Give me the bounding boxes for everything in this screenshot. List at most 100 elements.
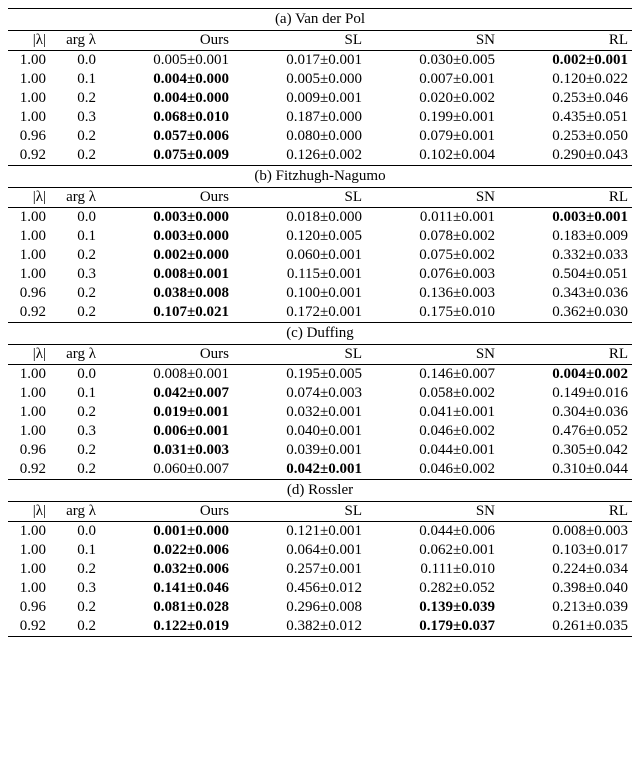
val-ours: 0.031±0.003	[100, 441, 233, 460]
table-row: 1.000.30.141±0.0460.456±0.0120.282±0.052…	[8, 579, 632, 598]
abs-lambda: 1.00	[8, 541, 50, 560]
col-header: SN	[366, 502, 499, 521]
val-ours: 0.042±0.007	[100, 384, 233, 403]
val-ours: 0.002±0.000	[100, 246, 233, 265]
arg-lambda: 0.2	[50, 617, 100, 636]
val-ours: 0.075±0.009	[100, 146, 233, 165]
panel-title: (b) Fitzhugh-Nagumo	[8, 166, 632, 187]
arg-lambda: 0.0	[50, 208, 100, 227]
val-sn: 0.044±0.001	[366, 441, 499, 460]
val-sn: 0.062±0.001	[366, 541, 499, 560]
header-row: |λ|arg λOursSLSNRL	[8, 188, 632, 207]
val-sl: 0.018±0.000	[233, 208, 366, 227]
arg-lambda: 0.2	[50, 403, 100, 422]
val-sl: 0.009±0.001	[233, 89, 366, 108]
panel-table: |λ|arg λOursSLSNRL	[8, 31, 632, 50]
col-header: SL	[233, 345, 366, 364]
abs-lambda: 0.96	[8, 127, 50, 146]
val-ours: 0.019±0.001	[100, 403, 233, 422]
table-row: 0.960.20.057±0.0060.080±0.0000.079±0.001…	[8, 127, 632, 146]
results-table: (a) Van der Pol|λ|arg λOursSLSNRL1.000.0…	[8, 8, 632, 637]
col-header: Ours	[100, 188, 233, 207]
val-rl: 0.362±0.030	[499, 303, 632, 322]
table-row: 0.920.20.122±0.0190.382±0.0120.179±0.037…	[8, 617, 632, 636]
abs-lambda: 1.00	[8, 265, 50, 284]
val-rl: 0.332±0.033	[499, 246, 632, 265]
val-ours: 0.003±0.000	[100, 208, 233, 227]
val-sl: 0.039±0.001	[233, 441, 366, 460]
panel-title: (a) Van der Pol	[8, 9, 632, 30]
val-sn: 0.139±0.039	[366, 598, 499, 617]
val-ours: 0.060±0.007	[100, 460, 233, 479]
val-ours: 0.022±0.006	[100, 541, 233, 560]
val-sl: 0.064±0.001	[233, 541, 366, 560]
abs-lambda: 1.00	[8, 246, 50, 265]
val-rl: 0.183±0.009	[499, 227, 632, 246]
abs-lambda: 1.00	[8, 208, 50, 227]
val-sn: 0.075±0.002	[366, 246, 499, 265]
val-sl: 0.120±0.005	[233, 227, 366, 246]
val-sn: 0.030±0.005	[366, 51, 499, 70]
table-row: 0.920.20.060±0.0070.042±0.0010.046±0.002…	[8, 460, 632, 479]
col-header: SN	[366, 31, 499, 50]
val-ours: 0.107±0.021	[100, 303, 233, 322]
panel-body: 1.000.00.001±0.0000.121±0.0010.044±0.006…	[8, 522, 632, 636]
val-sn: 0.007±0.001	[366, 70, 499, 89]
val-rl: 0.343±0.036	[499, 284, 632, 303]
col-header: RL	[499, 188, 632, 207]
val-ours: 0.068±0.010	[100, 108, 233, 127]
table-row: 1.000.20.019±0.0010.032±0.0010.041±0.001…	[8, 403, 632, 422]
table-row: 1.000.00.001±0.0000.121±0.0010.044±0.006…	[8, 522, 632, 541]
val-rl: 0.435±0.051	[499, 108, 632, 127]
val-sl: 0.080±0.000	[233, 127, 366, 146]
val-ours: 0.008±0.001	[100, 365, 233, 384]
abs-lambda: 1.00	[8, 522, 50, 541]
table-row: 1.000.20.032±0.0060.257±0.0010.111±0.010…	[8, 560, 632, 579]
val-sl: 0.195±0.005	[233, 365, 366, 384]
col-header: RL	[499, 502, 632, 521]
val-sl: 0.456±0.012	[233, 579, 366, 598]
arg-lambda: 0.3	[50, 108, 100, 127]
val-sl: 0.382±0.012	[233, 617, 366, 636]
val-sl: 0.257±0.001	[233, 560, 366, 579]
abs-lambda: 0.92	[8, 617, 50, 636]
arg-lambda: 0.2	[50, 146, 100, 165]
abs-lambda: 1.00	[8, 579, 50, 598]
val-rl: 0.224±0.034	[499, 560, 632, 579]
arg-lambda: 0.1	[50, 70, 100, 89]
val-rl: 0.261±0.035	[499, 617, 632, 636]
val-rl: 0.476±0.052	[499, 422, 632, 441]
val-sn: 0.046±0.002	[366, 422, 499, 441]
val-sl: 0.121±0.001	[233, 522, 366, 541]
val-sn: 0.058±0.002	[366, 384, 499, 403]
abs-lambda: 0.96	[8, 284, 50, 303]
col-header: RL	[499, 31, 632, 50]
panel-table: |λ|arg λOursSLSNRL	[8, 502, 632, 521]
val-sn: 0.078±0.002	[366, 227, 499, 246]
arg-lambda: 0.1	[50, 541, 100, 560]
panel-table: |λ|arg λOursSLSNRL	[8, 188, 632, 207]
header-row: |λ|arg λOursSLSNRL	[8, 345, 632, 364]
table-row: 1.000.20.004±0.0000.009±0.0010.020±0.002…	[8, 89, 632, 108]
val-sn: 0.175±0.010	[366, 303, 499, 322]
val-rl: 0.149±0.016	[499, 384, 632, 403]
val-ours: 0.001±0.000	[100, 522, 233, 541]
val-rl: 0.003±0.001	[499, 208, 632, 227]
col-header: SN	[366, 345, 499, 364]
val-ours: 0.004±0.000	[100, 89, 233, 108]
val-ours: 0.038±0.008	[100, 284, 233, 303]
val-ours: 0.122±0.019	[100, 617, 233, 636]
val-sn: 0.046±0.002	[366, 460, 499, 479]
table-row: 1.000.30.008±0.0010.115±0.0010.076±0.003…	[8, 265, 632, 284]
panel-body: 1.000.00.008±0.0010.195±0.0050.146±0.007…	[8, 365, 632, 479]
header-row: |λ|arg λOursSLSNRL	[8, 502, 632, 521]
val-sn: 0.076±0.003	[366, 265, 499, 284]
abs-lambda: 1.00	[8, 51, 50, 70]
val-sl: 0.296±0.008	[233, 598, 366, 617]
val-rl: 0.305±0.042	[499, 441, 632, 460]
abs-lambda: 0.92	[8, 146, 50, 165]
arg-lambda: 0.3	[50, 422, 100, 441]
arg-lambda: 0.1	[50, 384, 100, 403]
val-rl: 0.398±0.040	[499, 579, 632, 598]
arg-lambda: 0.2	[50, 560, 100, 579]
